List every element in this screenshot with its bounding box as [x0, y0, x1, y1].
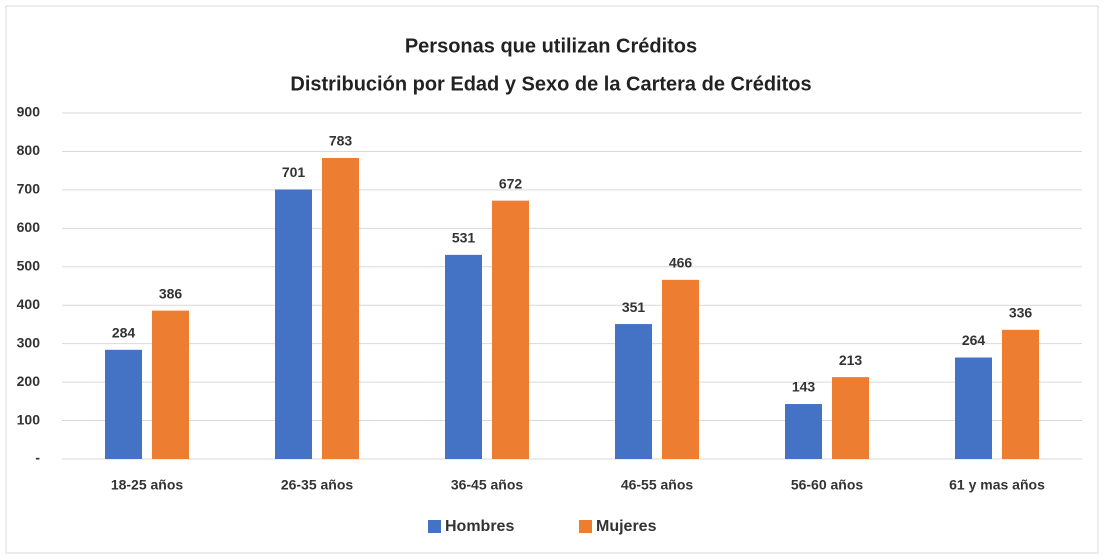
y-tick-label: 900 — [17, 104, 41, 120]
bar — [832, 377, 869, 459]
data-label: 466 — [669, 255, 693, 271]
data-label: 386 — [159, 285, 183, 301]
bar — [785, 404, 822, 459]
y-tick-label: 200 — [17, 373, 41, 389]
y-tick-label: 300 — [17, 334, 41, 350]
data-label: 531 — [452, 230, 476, 246]
x-tick-label: 18-25 años — [111, 477, 184, 493]
bar — [662, 279, 699, 459]
data-label: 351 — [622, 299, 646, 315]
bar — [275, 189, 312, 459]
chart-subtitle: Distribución por Edad y Sexo de la Carte… — [290, 73, 811, 95]
bar — [955, 357, 992, 459]
data-label: 213 — [839, 352, 863, 368]
legend-label: Hombres — [445, 518, 514, 535]
data-label: 336 — [1009, 305, 1033, 321]
data-label: 264 — [962, 332, 986, 348]
x-tick-label: 61 y mas años — [949, 477, 1045, 493]
bar — [492, 200, 529, 460]
y-tick-label: 600 — [17, 219, 41, 235]
y-tick-label: 500 — [17, 257, 41, 273]
data-label: 701 — [282, 164, 306, 180]
bar — [152, 310, 189, 459]
x-tick-label: 56-60 años — [791, 477, 864, 493]
legend-swatch — [428, 520, 441, 533]
bar — [615, 324, 652, 459]
bar — [105, 349, 142, 459]
y-tick-label: 100 — [17, 411, 41, 427]
y-tick-label: 400 — [17, 296, 41, 312]
x-tick-label: 26-35 años — [281, 477, 354, 493]
data-label: 284 — [112, 325, 136, 341]
y-tick-label: 800 — [17, 142, 41, 158]
bar — [445, 254, 482, 459]
data-label: 143 — [792, 379, 816, 395]
legend-swatch — [579, 520, 592, 533]
bar — [1002, 329, 1039, 459]
chart-title: Personas que utilizan Créditos — [405, 35, 697, 57]
data-label: 783 — [329, 133, 353, 149]
x-tick-label: 46-55 años — [621, 477, 694, 493]
y-tick-label: 700 — [17, 181, 41, 197]
legend-label: Mujeres — [596, 518, 657, 535]
data-label: 672 — [499, 175, 523, 191]
y-tick-label: - — [35, 450, 40, 466]
bar — [322, 157, 359, 460]
x-tick-label: 36-45 años — [451, 477, 524, 493]
chart-border — [5, 5, 1099, 554]
